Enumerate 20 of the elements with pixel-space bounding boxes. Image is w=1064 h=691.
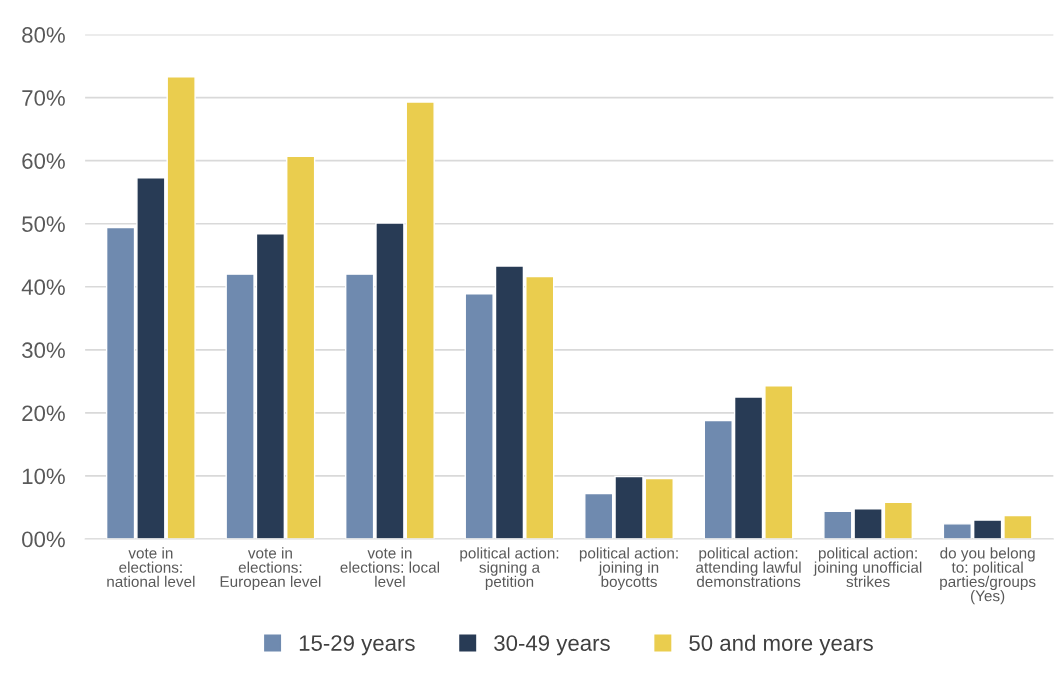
y-tick-label: 80%	[22, 27, 65, 43]
legend-label: 50 and more years	[689, 634, 873, 656]
x-tick-label: vote in elections: European level	[220, 547, 321, 591]
x-tick-label: political action: attending lawful demonstrations	[696, 547, 801, 588]
y-tick-label: 10%	[22, 468, 65, 485]
legend-label: 30-49 years	[494, 635, 610, 656]
x-tick-label: vote in elections: national level	[107, 547, 195, 588]
y-tick-label: 20%	[22, 405, 65, 422]
y-tick-label: 70%	[22, 90, 65, 106]
legend-label: 15-29 years	[299, 635, 415, 656]
x-tick-label: political action: joining in boycotts	[579, 547, 678, 591]
x-tick-label: political action: signing a petition	[460, 547, 559, 591]
y-tick-label: 00%	[22, 531, 65, 548]
y-tick-label: 60%	[22, 153, 65, 169]
y-tick-label: 50%	[22, 216, 65, 232]
x-tick-label: vote in elections: local level	[340, 547, 440, 588]
x-tick-label: political action: joining unofficial strikes	[813, 547, 922, 588]
x-tick-label: do you belong to: political parties/groups (Yes)	[940, 547, 1036, 605]
y-tick-label: 30%	[22, 342, 65, 359]
y-tick-label: 40%	[21, 279, 65, 296]
